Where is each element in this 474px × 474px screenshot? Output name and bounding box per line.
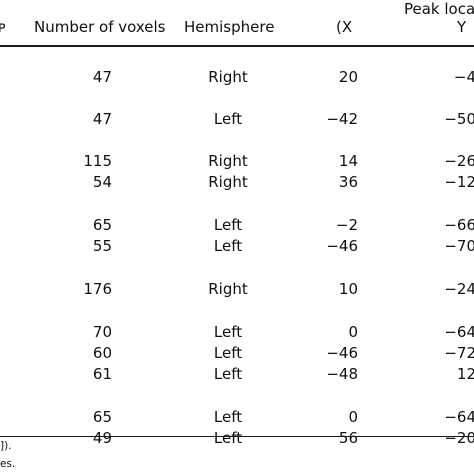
cell-peak-x: 0 xyxy=(348,323,358,341)
cell-hemisphere: Right xyxy=(208,173,248,191)
cell-hemisphere: Left xyxy=(213,429,243,447)
cell-hemisphere: Left xyxy=(213,365,243,383)
cell-peak-y: −12 xyxy=(444,173,474,191)
cell-peak-x: 36 xyxy=(338,173,358,191)
cell-peak-y: −20 xyxy=(444,429,474,447)
cell-voxels: 47 xyxy=(92,110,112,128)
cell-peak-y: −66 xyxy=(444,216,474,234)
cell-peak-x: −42 xyxy=(326,110,358,128)
cell-hemisphere: Left xyxy=(213,216,243,234)
cell-hemisphere: Left xyxy=(213,344,243,362)
header-peak-location: Peak locat xyxy=(404,0,474,18)
cell-hemisphere: Left xyxy=(213,408,243,426)
header-rule xyxy=(0,45,474,47)
cell-peak-x: 56 xyxy=(338,429,358,447)
cell-peak-y: −50 xyxy=(444,110,474,128)
cell-voxels: 55 xyxy=(92,237,112,255)
cell-peak-x: 0 xyxy=(348,408,358,426)
cell-hemisphere: Left xyxy=(213,323,243,341)
cell-peak-y: −24 xyxy=(444,280,474,298)
cell-voxels: 49 xyxy=(92,429,112,447)
bottom-rule xyxy=(0,436,474,437)
cell-peak-x: −46 xyxy=(326,237,358,255)
header-hemisphere: Hemisphere xyxy=(184,18,275,36)
cell-peak-y: −64 xyxy=(444,408,474,426)
cell-hemisphere: Left xyxy=(213,237,243,255)
cell-peak-x: 14 xyxy=(338,152,358,170)
cell-voxels: 70 xyxy=(92,323,112,341)
cell-peak-x: 20 xyxy=(338,68,358,86)
cell-voxels: 54 xyxy=(92,173,112,191)
cell-peak-x: −46 xyxy=(326,344,358,362)
cell-voxels: 176 xyxy=(83,280,112,298)
cell-voxels: 115 xyxy=(83,152,112,170)
cell-voxels: 60 xyxy=(92,344,112,362)
cell-voxels: 65 xyxy=(92,216,112,234)
cell-hemisphere: Left xyxy=(213,110,243,128)
cell-voxels: 61 xyxy=(92,365,112,383)
header-y: Y xyxy=(457,18,467,36)
cell-peak-x: 10 xyxy=(338,280,358,298)
header-x: (X xyxy=(336,18,353,36)
cell-peak-y: 12 xyxy=(456,365,474,383)
cell-hemisphere: Right xyxy=(208,152,248,170)
cell-hemisphere: Right xyxy=(208,68,248,86)
cell-peak-x: −48 xyxy=(326,365,358,383)
cell-hemisphere: Right xyxy=(208,280,248,298)
cell-voxels: 47 xyxy=(92,68,112,86)
cell-peak-y: −72 xyxy=(444,344,474,362)
cell-peak-x: −2 xyxy=(335,216,358,234)
cell-peak-y: −64 xyxy=(444,323,474,341)
cell-peak-y: −4 xyxy=(453,68,474,86)
cell-voxels: 65 xyxy=(92,408,112,426)
header-cut-symbol: ᴘ xyxy=(0,18,6,36)
header-number-of-voxels: Number of voxels xyxy=(34,18,166,36)
cell-peak-y: −26 xyxy=(444,152,474,170)
footnote-2: es. xyxy=(0,458,16,470)
footnote-1: ]). xyxy=(0,440,12,452)
cell-peak-y: −70 xyxy=(444,237,474,255)
